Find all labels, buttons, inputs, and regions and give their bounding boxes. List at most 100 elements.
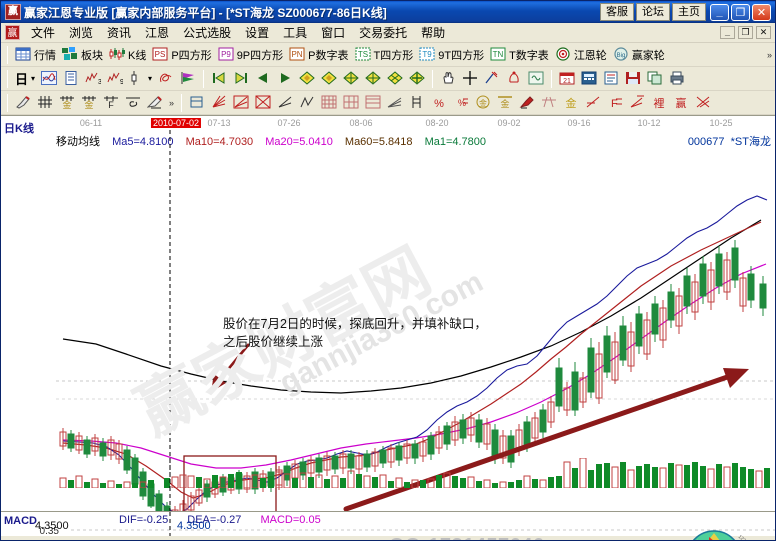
first-page-button[interactable] <box>208 69 230 89</box>
minimize-button[interactable]: _ <box>710 3 729 21</box>
marker-pen-button[interactable] <box>144 93 166 113</box>
toolbar-ps-square-button[interactable]: PS P四方形 <box>149 45 214 65</box>
prev-button[interactable] <box>252 69 274 89</box>
report-button[interactable] <box>60 69 82 89</box>
zigzag-button[interactable] <box>296 93 318 113</box>
menu-item-tools[interactable]: 工具 <box>283 26 308 40</box>
gold-scale-1-button[interactable]: 金 <box>56 93 78 113</box>
toolbar-t9-square-button[interactable]: T9 9T四方形 <box>416 45 487 65</box>
menu-item-trade[interactable]: 交易委托 <box>359 26 408 40</box>
print-button[interactable] <box>666 69 688 89</box>
multi-chart-9-button[interactable]: 9 <box>104 69 126 89</box>
gold-bar-button[interactable]: 金 <box>494 93 516 113</box>
maximize-button[interactable]: ❐ <box>731 3 750 21</box>
mdi-minimize-button[interactable]: _ <box>720 26 735 39</box>
menu-item-settings[interactable]: 设置 <box>245 26 270 40</box>
percent-lines-button[interactable]: % <box>450 93 472 113</box>
toolbar-gann-wheel-button[interactable]: 江恩轮 <box>552 45 610 65</box>
kline-chart-panel[interactable]: 赢家财富网 gannjia360.com 日K线 06-11 2010-07-0… <box>1 115 775 540</box>
copy-button[interactable] <box>644 69 666 89</box>
title-links: 客服 论坛 主页 <box>600 3 706 21</box>
calendar-button[interactable]: 21 <box>556 69 578 89</box>
ying-button[interactable]: 赢 <box>670 93 692 113</box>
period-dropdown-icon[interactable]: ▾ <box>31 74 36 83</box>
li-button[interactable]: 裡 <box>648 93 670 113</box>
multi-chart-3-button[interactable]: 3 <box>82 69 104 89</box>
mdi-restore-button[interactable]: ❐ <box>738 26 753 39</box>
overlay-chart-button[interactable] <box>38 69 60 89</box>
date-tick-3: 07-26 <box>277 118 301 128</box>
zoom-diamond-5-button[interactable] <box>384 69 406 89</box>
toolbar-kline-button[interactable]: K线 <box>106 45 149 65</box>
customer-service-button[interactable]: 客服 <box>600 3 634 21</box>
zoom-diamond-3-button[interactable] <box>340 69 362 89</box>
fan-box-button[interactable] <box>230 93 252 113</box>
grid-lines2-button[interactable] <box>362 93 384 113</box>
arrows-button[interactable] <box>538 93 560 113</box>
grid-fine-button[interactable] <box>318 93 340 113</box>
flag-button[interactable] <box>177 69 199 89</box>
hand-pan-button[interactable] <box>437 69 459 89</box>
close-button[interactable]: ✕ <box>752 3 771 21</box>
angle-button[interactable] <box>274 93 296 113</box>
angle-lines-button[interactable] <box>626 93 648 113</box>
f-lines-button[interactable]: F <box>604 93 626 113</box>
gann-fan-button[interactable] <box>503 69 525 89</box>
ladder-button[interactable] <box>406 93 428 113</box>
grid-lines-button[interactable] <box>34 93 56 113</box>
draw-line-button[interactable] <box>481 69 503 89</box>
gold-scale-2-button[interactable]: 金 <box>78 93 100 113</box>
toolbar-p9-square-button[interactable]: P9 9P四方形 <box>215 45 286 65</box>
notes-button[interactable] <box>600 69 622 89</box>
spiral-button[interactable] <box>122 93 144 113</box>
zoom-diamond-4-button[interactable] <box>362 69 384 89</box>
menu-item-news[interactable]: 资讯 <box>107 26 132 40</box>
save-button[interactable] <box>622 69 644 89</box>
crosshair-button[interactable] <box>459 69 481 89</box>
menu-item-gann[interactable]: 江恩 <box>145 26 170 40</box>
zoom-diamond-6-button[interactable] <box>406 69 428 89</box>
ink-button[interactable] <box>516 93 538 113</box>
gold-circle-button[interactable]: 金 <box>472 93 494 113</box>
percent-button[interactable]: % <box>428 93 450 113</box>
zoom-diamond-2-button[interactable] <box>318 69 340 89</box>
f-scale-button[interactable]: F <box>100 93 122 113</box>
gold-text-button[interactable]: 金 <box>560 93 582 113</box>
toolbar3-overflow-button[interactable]: » <box>169 97 175 108</box>
forum-button[interactable]: 论坛 <box>636 3 670 21</box>
menu-item-help[interactable]: 帮助 <box>421 26 446 40</box>
menu-item-formula-screen[interactable]: 公式选股 <box>183 26 232 40</box>
single-bar-button[interactable]: ▾ <box>126 69 155 89</box>
toolbar-ts-square-button[interactable]: TS T四方形 <box>352 45 417 65</box>
toolbar-overflow-button[interactable]: » <box>766 49 772 60</box>
grid-coarse-button[interactable] <box>340 93 362 113</box>
menu-item-window[interactable]: 窗口 <box>321 26 346 40</box>
menu-item-file[interactable]: 文件 <box>31 26 56 40</box>
period-day-button[interactable]: 日 ▾ <box>12 69 38 89</box>
macd-panel[interactable]: MACD DIF=-0.25 DEA=-0.27 MACD=0.05 0.35 … <box>1 511 775 540</box>
toolbar-quotes-button[interactable]: 行情 <box>12 45 59 65</box>
angle-up-button[interactable] <box>582 93 604 113</box>
fan-lines-button[interactable] <box>384 93 406 113</box>
next-icon <box>277 71 293 86</box>
calculator-button[interactable] <box>578 69 600 89</box>
homepage-button[interactable]: 主页 <box>672 3 706 21</box>
toolbar-tn-table-button[interactable]: TN T数字表 <box>487 45 552 65</box>
ya-button[interactable] <box>692 93 714 113</box>
menu-item-browse[interactable]: 浏览 <box>69 26 94 40</box>
brain-button[interactable] <box>525 69 547 89</box>
pen-draw-button[interactable] <box>12 93 34 113</box>
next-button[interactable] <box>274 69 296 89</box>
toolbar-sector-button[interactable]: 板块 <box>59 45 106 65</box>
fan-red-button[interactable] <box>208 93 230 113</box>
tangle-button[interactable] <box>155 69 177 89</box>
bar-dropdown-icon[interactable]: ▾ <box>148 74 153 83</box>
toolbar-winner-wheel-button[interactable]: Big 赢家轮 <box>610 45 668 65</box>
last-page-button[interactable] <box>230 69 252 89</box>
square-box-button[interactable] <box>252 93 274 113</box>
zoom-diamond-1-button[interactable] <box>296 69 318 89</box>
toolbar-pn-table-button[interactable]: PN P数字表 <box>286 45 351 65</box>
mdi-close-button[interactable]: ✕ <box>756 26 771 39</box>
last-page-icon <box>233 71 249 86</box>
frame-button[interactable] <box>186 93 208 113</box>
